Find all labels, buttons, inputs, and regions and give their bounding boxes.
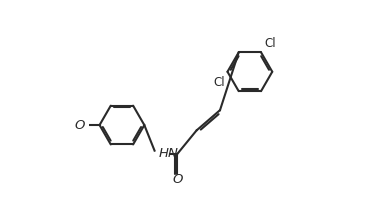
Text: O: O [74,119,84,132]
Text: Cl: Cl [264,37,276,50]
Text: O: O [172,173,183,186]
Text: Cl: Cl [214,76,225,89]
Text: HN: HN [158,147,178,160]
